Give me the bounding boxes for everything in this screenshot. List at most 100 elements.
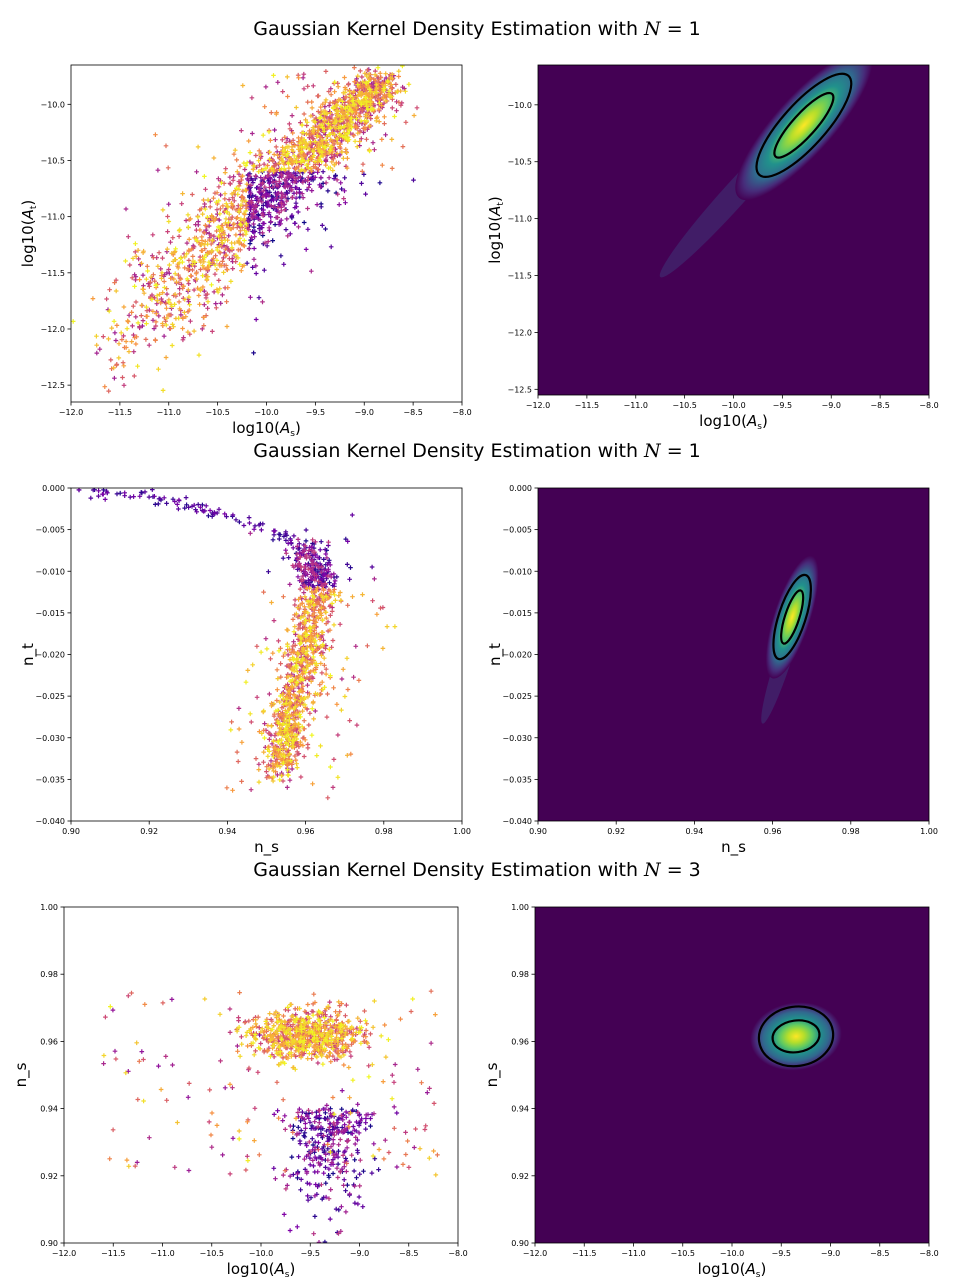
row1-scatter-marker-group	[343, 200, 348, 205]
row2-scatter-marker-group	[322, 547, 328, 552]
row1-scatter-marker-group	[363, 85, 379, 104]
row3-scatter-xtick-label: −8.5	[399, 1249, 418, 1258]
row2-scatter-marker-group	[276, 633, 315, 760]
row2-kde-xtick-label: 1.00	[920, 827, 938, 836]
row1-scatter-marker-group	[153, 160, 250, 288]
row3-kde-ylabel: n_s	[483, 1062, 502, 1087]
row3-scatter-marker-group	[349, 1109, 355, 1114]
row3-scatter-marker-group	[108, 1004, 363, 1042]
row1-scatter-marker-group	[309, 93, 389, 146]
row3-scatter-marker-group	[313, 1182, 318, 1187]
row3-scatter-marker-group	[282, 1038, 297, 1173]
row3-scatter-marker-group	[237, 990, 406, 1167]
row2-scatter-ytick-label: −0.030	[35, 734, 65, 743]
row3-scatter-ytick-label: 0.90	[40, 1239, 58, 1248]
row3-scatter-marker-group	[310, 1147, 329, 1200]
row3-scatter-marker-group	[302, 1130, 328, 1163]
row3-scatter-ytick-label: 0.98	[40, 970, 58, 979]
row3-scatter-marker-group	[264, 1023, 424, 1085]
row2-scatter-marker-group	[285, 724, 300, 770]
row1-scatter-marker-group	[169, 126, 339, 256]
row3-scatter-marker-group	[307, 1155, 313, 1161]
row3-kde-contour-inner	[771, 1019, 821, 1054]
row1-scatter-marker-group	[342, 99, 362, 129]
row2-scatter-marker-group	[100, 491, 105, 497]
row1-scatter-marker-group	[149, 116, 322, 302]
row2-scatter-marker-group	[260, 521, 266, 527]
row3-scatter-ytick-label: 0.92	[40, 1172, 58, 1181]
row1-scatter-marker-group	[172, 75, 372, 335]
row3-scatter-marker-group	[307, 1029, 344, 1047]
row2-scatter-marker-group	[248, 531, 253, 536]
row1-scatter-xtick-label: −12.0	[59, 408, 84, 417]
row1-scatter-marker-group	[203, 227, 220, 241]
row2-scatter-marker-group	[299, 630, 325, 700]
row3-scatter-xtick-label: −10.5	[199, 1249, 224, 1258]
row3-scatter-marker-group	[314, 1109, 345, 1130]
row2-scatter-marker-group	[280, 555, 286, 561]
row2-kde-ytick-label: −0.040	[502, 817, 532, 826]
row2-scatter-marker-group	[280, 718, 291, 775]
row2-scatter-marker-group	[335, 775, 341, 780]
row1-scatter-marker-group	[258, 175, 323, 224]
row1-scatter-xtick-label: −10.0	[254, 408, 279, 417]
row2-scatter-marker-group	[259, 656, 350, 736]
row1-scatter-marker-group	[286, 132, 334, 160]
row2-scatter-marker-group	[161, 495, 236, 518]
row1-scatter-marker-group	[247, 170, 297, 273]
row1-scatter-marker-group	[292, 172, 367, 226]
row1-scatter-marker-group	[166, 95, 368, 305]
row1-scatter-marker-group	[263, 174, 268, 180]
row3-kde-area	[535, 907, 929, 1243]
row3-scatter-marker-group	[351, 1039, 409, 1157]
row3-scatter-marker-group	[386, 1150, 392, 1155]
row2-scatter-marker-group	[332, 581, 337, 587]
row2-kde-ytick-label: −0.010	[502, 567, 532, 576]
row3-scatter-marker-group	[289, 1025, 342, 1059]
row1-scatter-marker-group	[133, 79, 387, 265]
row3-scatter-marker-group	[342, 1164, 347, 1169]
row3-scatter-marker-group	[311, 1023, 382, 1152]
row3-scatter-marker-group	[335, 1124, 356, 1160]
row1-scatter-marker-group	[342, 90, 348, 95]
row2-scatter-marker-group	[193, 507, 239, 523]
row1-kde-density	[735, 65, 873, 201]
row2-scatter-marker-group	[295, 613, 333, 730]
row1-scatter-marker-group	[166, 219, 172, 224]
row2-kde-xtick-label: 0.92	[607, 827, 625, 836]
row3-scatter-marker-group	[101, 1061, 106, 1066]
row3-kde-xtick-label: −11.5	[572, 1249, 597, 1258]
row3-scatter-marker-group	[302, 1038, 307, 1043]
row3-scatter-marker-group	[293, 1045, 356, 1083]
row3-scatter-area	[64, 907, 458, 1243]
row3-scatter-marker-group	[307, 1120, 313, 1125]
row3-scatter-marker-group	[326, 1027, 332, 1033]
row1-kde-contour-inner	[773, 91, 835, 159]
row2-scatter-marker-group	[309, 645, 314, 651]
row3-scatter-plot: −12.0 −11.5 −11.0 −10.5 −10.0 −9.5 −9.0 −8.5 −8.…	[12, 903, 468, 1280]
row3-kde-background	[535, 907, 929, 1243]
row2-scatter-marker-group	[256, 666, 307, 785]
row2-scatter-marker-group	[302, 594, 317, 701]
row1-scatter-marker-group	[271, 72, 388, 174]
row1-scatter-marker-group	[173, 65, 405, 252]
row1-scatter-marker-group	[323, 74, 365, 154]
row1-kde-xtick-label: −8.5	[870, 401, 889, 410]
row1-scatter-marker-group	[296, 75, 301, 81]
row2-scatter-marker-group	[258, 599, 314, 760]
row2-scatter-marker-group	[276, 728, 303, 736]
row2-scatter-marker-group	[276, 654, 316, 745]
row3-scatter-marker-group	[356, 1113, 362, 1118]
row2-kde-ytick-label: −0.030	[502, 734, 532, 743]
row2-scatter-marker-group	[267, 537, 341, 747]
row1-scatter-marker-group	[261, 129, 341, 167]
row2-scatter-marker-group	[326, 567, 331, 572]
row2-scatter-marker-group	[287, 582, 293, 587]
row3-scatter-marker-group	[358, 1157, 363, 1163]
row3-scatter-marker-group	[186, 1111, 333, 1181]
row1-scatter-marker-group	[251, 132, 315, 216]
row1-scatter-marker-group	[286, 151, 339, 175]
row3-scatter-marker-group	[392, 1126, 397, 1131]
row1-scatter-marker-group	[260, 221, 266, 226]
row3-scatter-marker-group	[314, 1114, 366, 1209]
